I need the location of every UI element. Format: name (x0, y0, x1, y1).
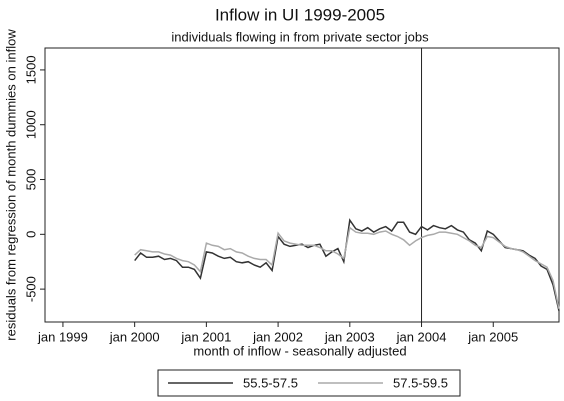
chart-subtitle: individuals flowing in from private sect… (171, 29, 429, 44)
y-tick-label: 0 (23, 231, 38, 238)
legend-label: 55.5-57.5 (243, 375, 298, 390)
y-tick-label: 500 (23, 169, 38, 191)
x-tick-label: jan 2000 (109, 329, 160, 344)
chart-title: Inflow in UI 1999-2005 (215, 5, 385, 24)
plot-frame (44, 47, 560, 323)
x-tick-label: jan 2002 (252, 329, 303, 344)
x-tick-label: jan 2005 (467, 329, 518, 344)
series-line (134, 218, 560, 312)
y-tick-label: 1500 (23, 55, 38, 84)
y-tick-label: -500 (23, 276, 38, 302)
series-line (134, 226, 560, 309)
y-tick-label: 1000 (23, 110, 38, 139)
y-axis-title: residuals from regression of month dummi… (3, 29, 18, 341)
x-tick-label: jan 2003 (324, 329, 375, 344)
x-axis-title: month of inflow - seasonally adjusted (193, 343, 406, 358)
legend-label: 57.5-59.5 (393, 375, 448, 390)
x-tick-label: jan 1999 (37, 329, 88, 344)
x-tick-label: jan 2001 (180, 329, 231, 344)
x-tick-label: jan 2004 (396, 329, 447, 344)
